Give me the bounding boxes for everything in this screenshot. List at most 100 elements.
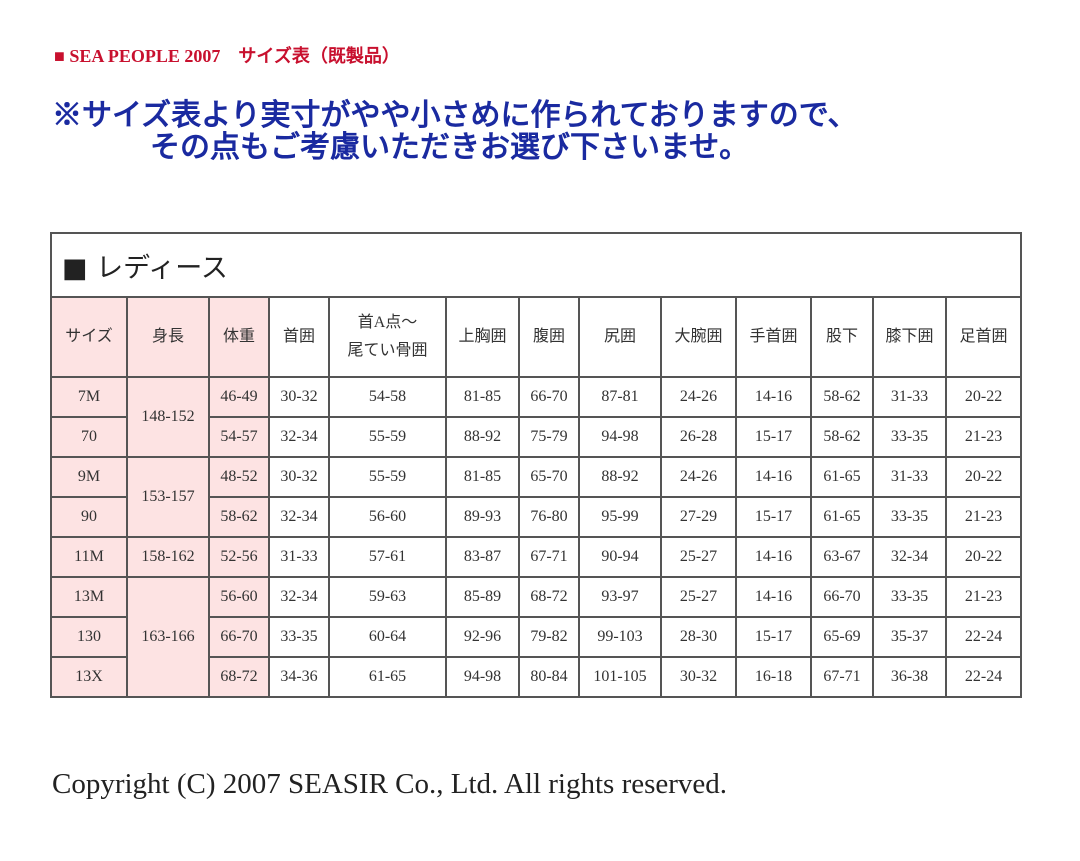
cell: 54-58 [328, 376, 447, 418]
cell: 67-71 [518, 536, 580, 578]
cell: 94-98 [445, 656, 520, 698]
cell: 76-80 [518, 496, 580, 538]
cell: 24-26 [660, 376, 737, 418]
cell: 101-105 [578, 656, 662, 698]
cell: 14-16 [735, 536, 812, 578]
column-header: 手首囲 [735, 296, 812, 378]
title-row: ■ レディース [49, 232, 1023, 298]
column-header-line: 首A点〜 [357, 314, 418, 331]
cell: 16-18 [735, 656, 812, 698]
cell: 33-35 [872, 416, 947, 458]
column-header: 尻囲 [578, 296, 662, 378]
cell: 92-96 [445, 616, 520, 658]
cell: 32-34 [872, 536, 947, 578]
data-row: 7M 148-152 46-49 30-32 54-58 81-85 66-70 87-81 2… [50, 376, 1023, 458]
cell: 26-28 [660, 416, 737, 458]
cell: 66-70 [208, 616, 270, 658]
cell: 15-17 [735, 416, 812, 458]
notice-line: ※サイズ表より実寸がやや小さめに作られておりますので、 [52, 99, 858, 132]
cell: 35-37 [872, 616, 947, 658]
header-row: サイズ 身長 体重 首囲 首A点〜 尾てい骨囲 上胸囲 腹囲 尻囲 大腕囲 手首囲 股下 膝下囲 足首囲 [50, 296, 1023, 378]
column-header: 膝下囲 [872, 296, 947, 378]
column-header: 首A点〜 尾てい骨囲 [328, 296, 447, 378]
notice: ※サイズ表より実寸がやや小さめに作られておりますので、 その点もご考慮いただきお… [52, 100, 858, 164]
cell: 55-59 [328, 456, 447, 498]
cell: 27-29 [660, 496, 737, 538]
cell: 163-166 [126, 576, 210, 698]
cell: 28-30 [660, 616, 737, 658]
cell: 56-60 [328, 496, 447, 538]
cell: 59-63 [328, 576, 447, 618]
size-cell: 11M [50, 536, 128, 578]
cell: 68-72 [208, 656, 270, 698]
notice-line: その点もご考慮いただきお選び下さいませ。 [150, 131, 750, 164]
cell: 31-33 [268, 536, 330, 578]
cell: 34-36 [268, 656, 330, 698]
cell: 60-64 [328, 616, 447, 658]
cell: 48-52 [208, 456, 270, 498]
cell: 68-72 [518, 576, 580, 618]
size-cell: 13X [50, 656, 128, 698]
table-title: ■ レディース [49, 232, 1023, 298]
cell: 22-24 [944, 616, 1023, 658]
cell: 148-152 [126, 376, 210, 458]
column-header: 首囲 [268, 296, 330, 378]
cell: 66-70 [518, 376, 580, 418]
cell: 58-62 [810, 376, 874, 418]
cell: 94-98 [578, 416, 662, 458]
data-row: 11M 158-162 52-56 31-33 57-61 83-87 67-71 90-94… [50, 536, 1023, 578]
size-cell: 90 [50, 496, 128, 538]
cell: 99-103 [578, 616, 662, 658]
cell: 81-85 [445, 376, 520, 418]
column-header: 大腕囲 [660, 296, 737, 378]
cell: 90-94 [578, 536, 662, 578]
page-title: ■ SEA PEOPLE 2007 サイズ表（既製品） [54, 46, 400, 66]
column-header: サイズ [50, 296, 128, 378]
column-header: 腹囲 [518, 296, 580, 378]
cell: 20-22 [944, 456, 1023, 498]
size-cell: 7M [50, 376, 128, 418]
cell: 58-62 [810, 416, 874, 458]
data-row: 9M 153-157 48-52 30-32 55-59 81-85 65-70 88-92 2… [50, 456, 1023, 538]
size-table: ■ レディース サイズ 身長 体重 首囲 首A点〜 尾てい骨囲 上胸囲 腹囲 尻囲 大腕囲 手首囲 股下… [49, 232, 1023, 698]
size-cell: 130 [50, 616, 128, 658]
data-row: 13M 163-166 56-60 32-34 59-63 85-89 68-72 93-97… [50, 576, 1023, 698]
cell: 85-89 [445, 576, 520, 618]
column-header: 体重 [208, 296, 270, 378]
cell: 61-65 [810, 496, 874, 538]
cell: 58-62 [208, 496, 270, 538]
data-row: 90 58-62 32-34 56-60 89-93 76-80 95-99 27-29 15-… [50, 496, 1023, 538]
cell: 67-71 [810, 656, 874, 698]
cell: 14-16 [735, 456, 812, 498]
column-header: 股下 [810, 296, 874, 378]
cell: 30-32 [660, 656, 737, 698]
cell: 87-81 [578, 376, 662, 418]
cell: 46-49 [208, 376, 270, 418]
cell: 61-65 [810, 456, 874, 498]
cell: 21-23 [944, 496, 1023, 538]
cell: 15-17 [735, 496, 812, 538]
cell: 83-87 [445, 536, 520, 578]
cell: 31-33 [872, 376, 947, 418]
cell: 88-92 [445, 416, 520, 458]
cell: 65-69 [810, 616, 874, 658]
cell: 33-35 [872, 576, 947, 618]
cell: 95-99 [578, 496, 662, 538]
cell: 32-34 [268, 576, 330, 618]
cell: 33-35 [268, 616, 330, 658]
data-row: 70 54-57 32-34 55-59 88-92 75-79 94-98 26-28 15-… [50, 416, 1023, 458]
cell: 20-22 [944, 376, 1023, 418]
cell: 80-84 [518, 656, 580, 698]
cell: 63-67 [810, 536, 874, 578]
column-header: 足首囲 [944, 296, 1023, 378]
cell: 15-17 [735, 616, 812, 658]
column-header: 上胸囲 [445, 296, 520, 378]
cell: 30-32 [268, 376, 330, 418]
cell: 158-162 [126, 536, 210, 578]
cell: 61-65 [328, 656, 447, 698]
cell: 55-59 [328, 416, 447, 458]
cell: 20-22 [944, 536, 1023, 578]
cell: 54-57 [208, 416, 270, 458]
cell: 56-60 [208, 576, 270, 618]
